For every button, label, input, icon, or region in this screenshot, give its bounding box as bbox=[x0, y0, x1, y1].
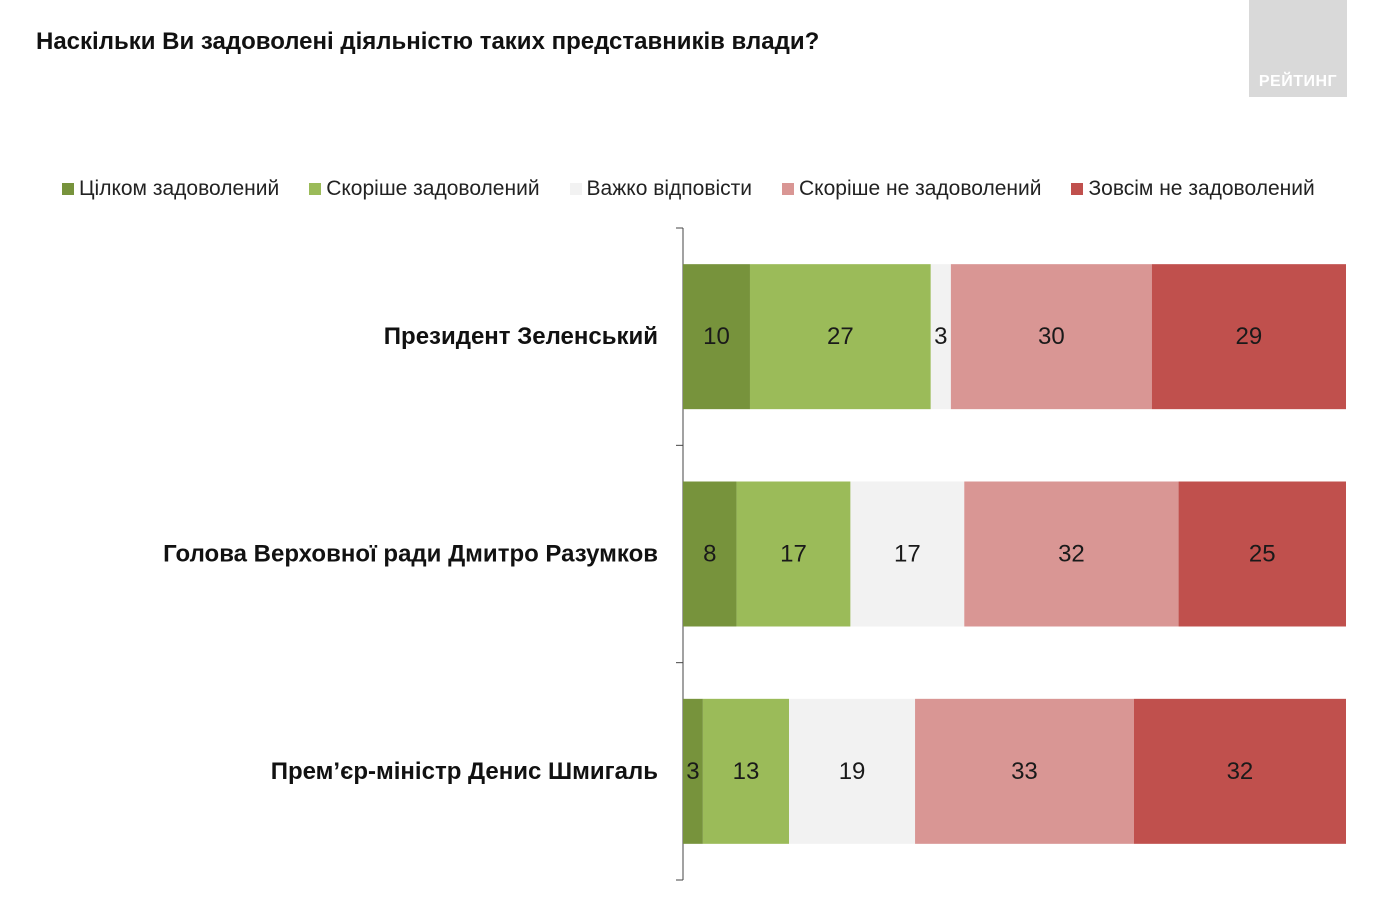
data-label: 13 bbox=[733, 758, 760, 785]
category-label: Голова Верховної ради Дмитро Разумков bbox=[163, 541, 658, 568]
data-label: 10 bbox=[703, 323, 730, 350]
rating-logo: РЕЙТИНГ bbox=[1249, 0, 1347, 97]
logo-text: РЕЙТИНГ bbox=[1258, 73, 1338, 90]
bar-segment bbox=[1151, 264, 1346, 410]
bar-segment bbox=[736, 481, 851, 627]
data-label: 27 bbox=[827, 323, 854, 350]
category-label: Президент Зеленський bbox=[384, 323, 658, 350]
legend-label: Важко відповісти bbox=[586, 177, 753, 200]
legend-label: Скоріше задоволений bbox=[326, 177, 540, 200]
data-label: 29 bbox=[1236, 323, 1263, 350]
legend-item-fully-satisfied: Цілком задоволений bbox=[62, 177, 279, 201]
data-label: 19 bbox=[839, 758, 866, 785]
data-label: 3 bbox=[934, 323, 947, 350]
data-label: 25 bbox=[1249, 541, 1276, 568]
bar-segment bbox=[964, 481, 1179, 627]
legend-item-hard-to-say: Важко відповісти bbox=[569, 177, 753, 201]
bar-segment bbox=[1133, 698, 1346, 844]
legend-item-fully-dissatisfied: Зовсім не задоволений bbox=[1071, 177, 1315, 201]
legend-item-rather-satisfied: Скоріше задоволений bbox=[309, 177, 540, 201]
legend-swatch bbox=[309, 183, 322, 195]
bar-segment bbox=[749, 264, 931, 410]
legend-label: Зовсім не задоволений bbox=[1088, 177, 1315, 200]
bar-segment bbox=[683, 481, 737, 627]
data-label: 32 bbox=[1227, 758, 1254, 785]
bar-segment bbox=[930, 264, 951, 410]
category-label: Прем’єр-міністр Денис Шмигаль bbox=[271, 758, 658, 785]
legend-swatch bbox=[569, 183, 582, 195]
data-label: 32 bbox=[1058, 541, 1085, 568]
legend-label: Скоріше не задоволений bbox=[799, 177, 1042, 200]
bar-segment bbox=[683, 264, 750, 410]
data-label: 33 bbox=[1011, 758, 1038, 785]
bar-segment bbox=[915, 698, 1134, 844]
bar-segment bbox=[850, 481, 965, 627]
data-label: 17 bbox=[780, 541, 807, 568]
legend-swatch bbox=[62, 183, 74, 195]
bar-segment bbox=[950, 264, 1152, 410]
data-label: 8 bbox=[703, 541, 716, 568]
bar-segment bbox=[789, 698, 916, 844]
legend-swatch bbox=[782, 183, 795, 195]
chart-legend: Цілком задоволений Скоріше задоволений В… bbox=[62, 174, 1342, 204]
data-label: 30 bbox=[1038, 323, 1065, 350]
bar-segment bbox=[683, 698, 703, 844]
legend-item-rather-dissatisfied: Скоріше не задоволений bbox=[782, 177, 1041, 201]
chart-title: Наскільки Ви задоволені діяльністю таких… bbox=[36, 28, 820, 55]
data-label: 17 bbox=[894, 541, 921, 568]
legend-swatch bbox=[1071, 183, 1084, 195]
data-label: 3 bbox=[686, 758, 699, 785]
legend-label: Цілком задоволений bbox=[79, 177, 280, 200]
bar-segment bbox=[1178, 481, 1346, 627]
bar-segment bbox=[702, 698, 790, 844]
